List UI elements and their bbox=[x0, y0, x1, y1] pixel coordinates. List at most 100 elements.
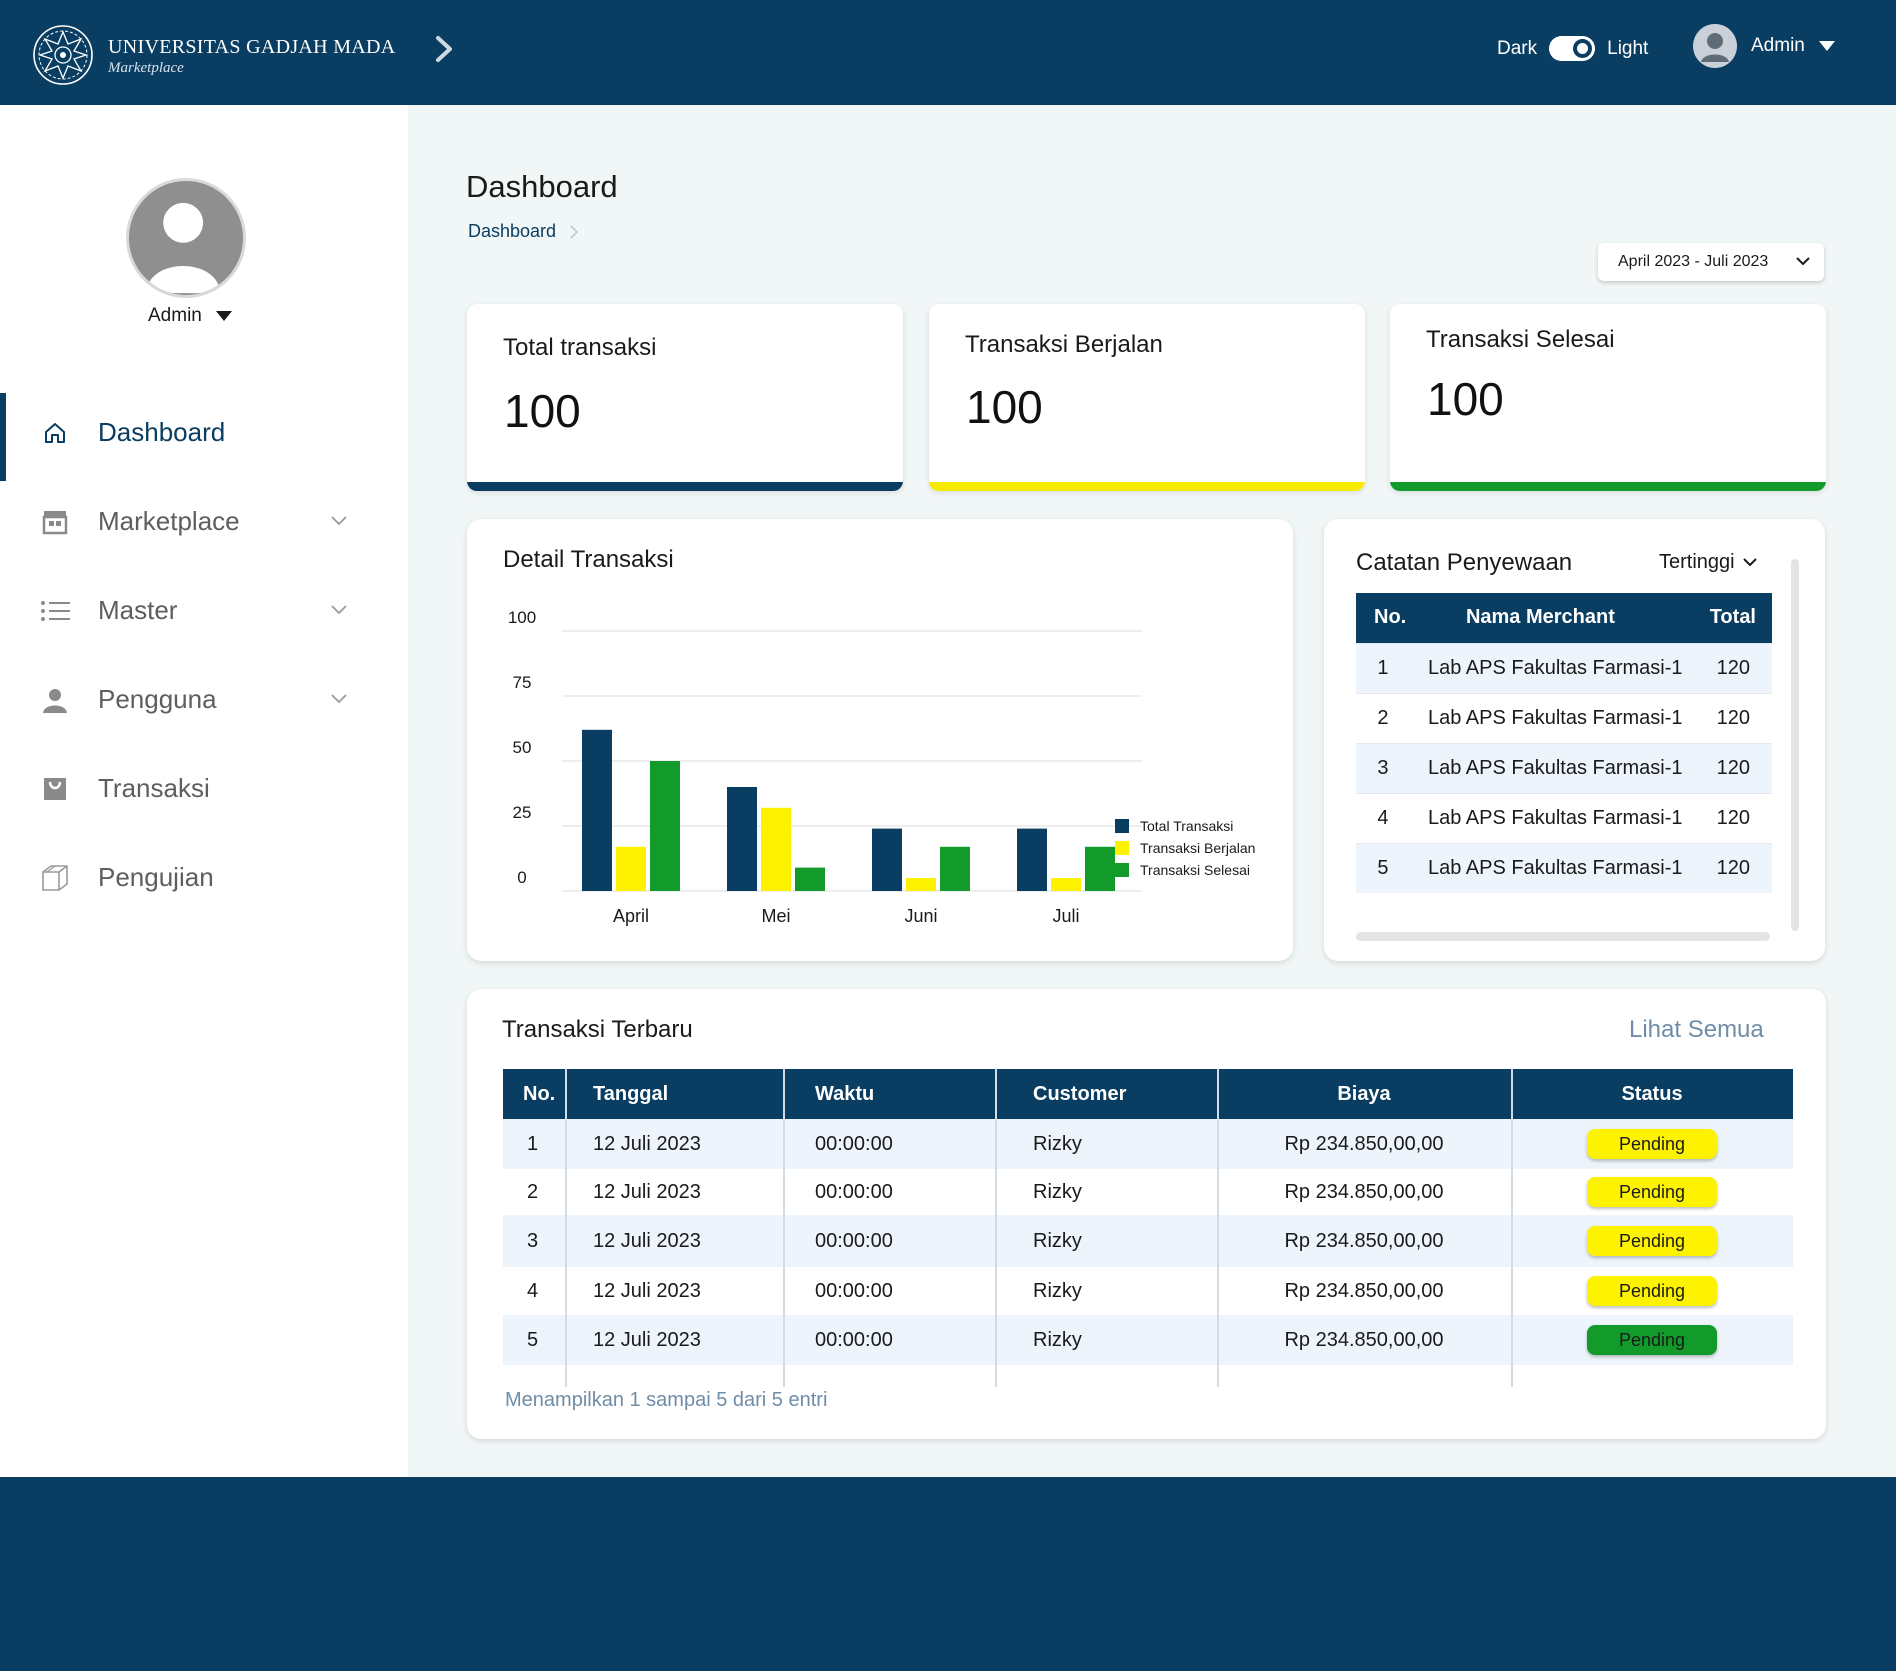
table-cell: 12 Juli 2023 bbox=[565, 1119, 783, 1169]
table-cell: 12 Juli 2023 bbox=[565, 1215, 783, 1267]
sidebar-item-pengujian[interactable]: Pengujian bbox=[0, 833, 408, 922]
sidebar-nav: Dashboard Marketplace Master Pengguna bbox=[0, 388, 408, 922]
status-badge: Pending bbox=[1587, 1325, 1717, 1355]
table-cell: Rp 234.850,00,00 bbox=[1217, 1119, 1511, 1169]
brand-title: UNIVERSITAS GADJAH MADA bbox=[108, 36, 396, 58]
stat-accent-bar bbox=[1390, 482, 1826, 491]
table-cell: 120 bbox=[1709, 692, 1772, 743]
table-row[interactable]: 4 12 Juli 2023 00:00:00 Rizky Rp 234.850,00,… bbox=[503, 1267, 1793, 1315]
column-divider bbox=[565, 1069, 567, 1387]
table-cell: Lab APS Fakultas Farmasi-1 bbox=[1427, 742, 1710, 793]
user-name: Admin bbox=[1751, 35, 1805, 56]
table-cell: Rizky bbox=[995, 1215, 1217, 1267]
column-divider bbox=[1511, 1069, 1513, 1387]
sidebar-item-marketplace[interactable]: Marketplace bbox=[0, 477, 408, 566]
table-row[interactable]: 2 Lab APS Fakultas Farmasi-1 120 bbox=[1356, 692, 1772, 743]
table-cell: Rp 234.850,00,00 bbox=[1217, 1169, 1511, 1215]
sidebar-item-label: Pengujian bbox=[98, 862, 214, 892]
sidebar-item-pengguna[interactable]: Pengguna bbox=[0, 655, 408, 744]
y-tick-label: 75 bbox=[513, 673, 532, 692]
column-header: Total bbox=[1709, 593, 1772, 643]
column-header: Status bbox=[1511, 1069, 1793, 1119]
table-cell: 1 bbox=[503, 1119, 565, 1169]
sidebar-item-label: Marketplace bbox=[98, 506, 240, 536]
column-header: Tanggal bbox=[565, 1069, 783, 1119]
bar-april-2 bbox=[650, 761, 680, 891]
transactions-table: No. Tanggal Waktu Customer Biaya Status … bbox=[503, 1069, 1793, 1365]
dark-label: Dark bbox=[1497, 37, 1538, 59]
table-cell: 3 bbox=[1356, 742, 1428, 793]
brand: UNIVERSITAS GADJAH MADA Marketplace bbox=[108, 36, 396, 77]
see-all-link[interactable]: Lihat Semua bbox=[1629, 1016, 1764, 1043]
table-row[interactable]: 1 Lab APS Fakultas Farmasi-1 120 bbox=[1356, 642, 1772, 693]
table-row[interactable]: 3 Lab APS Fakultas Farmasi-1 120 bbox=[1356, 742, 1772, 793]
table-cell: Lab APS Fakultas Farmasi-1 bbox=[1427, 842, 1710, 893]
status-badge: Pending bbox=[1587, 1129, 1717, 1159]
stat-accent-bar bbox=[467, 482, 903, 491]
table-cell: 00:00:00 bbox=[783, 1267, 995, 1315]
stat-value: 100 bbox=[1427, 373, 1504, 425]
table-cell: Lab APS Fakultas Farmasi-1 bbox=[1427, 692, 1710, 743]
table-cell: Pending bbox=[1511, 1215, 1793, 1267]
table-cell: 12 Juli 2023 bbox=[565, 1267, 783, 1315]
table-row[interactable]: 2 12 Juli 2023 00:00:00 Rizky Rp 234.850,00,… bbox=[503, 1169, 1793, 1215]
table-row[interactable]: 4 Lab APS Fakultas Farmasi-1 120 bbox=[1356, 792, 1772, 843]
university-logo bbox=[33, 25, 93, 85]
chevron-down-icon bbox=[1796, 257, 1810, 266]
card-title: Catatan Penyewaan bbox=[1356, 549, 1573, 576]
chevron-down-icon bbox=[331, 605, 347, 615]
horizontal-scrollbar[interactable] bbox=[1356, 932, 1770, 941]
sidebar-item-dashboard[interactable]: Dashboard bbox=[0, 388, 408, 481]
chevron-down-icon bbox=[331, 694, 347, 704]
table-row[interactable]: 3 12 Juli 2023 00:00:00 Rizky Rp 234.850,00,… bbox=[503, 1215, 1793, 1267]
sidebar-toggle-chevron-icon[interactable] bbox=[430, 32, 458, 66]
bar-juli-2 bbox=[1085, 846, 1115, 891]
profile-avatar bbox=[126, 178, 246, 298]
profile-menu[interactable]: Admin bbox=[148, 305, 232, 327]
list-icon bbox=[40, 596, 70, 626]
rent-table: No. Nama Merchant Total 1 Lab APS Fakulta… bbox=[1356, 593, 1772, 893]
table-cell: 120 bbox=[1709, 642, 1772, 693]
user-menu[interactable]: Admin bbox=[1693, 24, 1835, 68]
table-cell: 120 bbox=[1709, 842, 1772, 893]
column-header: Customer bbox=[995, 1069, 1217, 1119]
column-divider bbox=[995, 1069, 997, 1387]
date-range-value: April 2023 - Juli 2023 bbox=[1618, 253, 1769, 270]
table-cell: 5 bbox=[503, 1315, 565, 1365]
breadcrumb-item[interactable]: Dashboard bbox=[468, 221, 557, 241]
bar-april-1 bbox=[616, 846, 646, 891]
table-cell: Pending bbox=[1511, 1169, 1793, 1215]
table-cell: Rp 234.850,00,00 bbox=[1217, 1315, 1511, 1365]
column-header: Biaya bbox=[1217, 1069, 1511, 1119]
stat-value: 100 bbox=[966, 381, 1043, 433]
table-cell: Rizky bbox=[995, 1267, 1217, 1315]
legend-label: Transaksi Selesai bbox=[1140, 862, 1250, 878]
stat-card-selesai: Transaksi Selesai 100 bbox=[1390, 304, 1826, 491]
sidebar-item-transaksi[interactable]: Transaksi bbox=[0, 744, 408, 833]
bar-mei-0 bbox=[727, 787, 757, 891]
bar-juni-0 bbox=[872, 828, 902, 891]
date-range-select[interactable]: April 2023 - Juli 2023 bbox=[1598, 243, 1824, 281]
column-header: No. bbox=[1356, 593, 1428, 643]
bar-mei-2 bbox=[795, 867, 825, 891]
theme-toggle[interactable] bbox=[1549, 36, 1596, 61]
sort-dropdown[interactable]: Tertinggi bbox=[1659, 551, 1757, 574]
user-avatar-icon bbox=[1693, 24, 1737, 68]
status-badge: Pending bbox=[1587, 1177, 1717, 1207]
x-tick-label: Mei bbox=[761, 906, 790, 926]
card-title: Detail Transaksi bbox=[503, 546, 674, 573]
table-row[interactable]: 5 Lab APS Fakultas Farmasi-1 120 bbox=[1356, 842, 1772, 893]
table-row[interactable]: 5 12 Juli 2023 00:00:00 Rizky Rp 234.850,00,… bbox=[503, 1315, 1793, 1365]
chevron-down-icon bbox=[1742, 558, 1757, 567]
table-row[interactable]: 1 12 Juli 2023 00:00:00 Rizky Rp 234.850,00,… bbox=[503, 1119, 1793, 1169]
sidebar-item-master[interactable]: Master bbox=[0, 566, 408, 655]
legend-label: Transaksi Berjalan bbox=[1140, 840, 1255, 856]
table-cell: Pending bbox=[1511, 1315, 1793, 1365]
vertical-scrollbar[interactable] bbox=[1791, 559, 1799, 931]
toggle-knob bbox=[1573, 39, 1593, 58]
table-cell: 120 bbox=[1709, 792, 1772, 843]
stat-label: Total transaksi bbox=[503, 334, 657, 361]
table-cell: 2 bbox=[1356, 692, 1428, 743]
table-cell: Rizky bbox=[995, 1169, 1217, 1215]
bar-juni-1 bbox=[906, 878, 936, 891]
